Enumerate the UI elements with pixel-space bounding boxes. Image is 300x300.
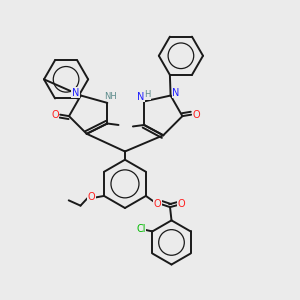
Text: O: O: [154, 199, 161, 209]
Text: NH: NH: [104, 92, 117, 101]
Text: O: O: [193, 110, 200, 120]
Text: O: O: [88, 192, 95, 203]
Text: N: N: [72, 88, 79, 98]
Text: O: O: [177, 199, 185, 208]
Text: Cl: Cl: [136, 224, 146, 234]
Text: H: H: [144, 90, 150, 99]
Text: O: O: [51, 110, 59, 120]
Text: N: N: [137, 92, 144, 102]
Text: N: N: [172, 88, 180, 98]
